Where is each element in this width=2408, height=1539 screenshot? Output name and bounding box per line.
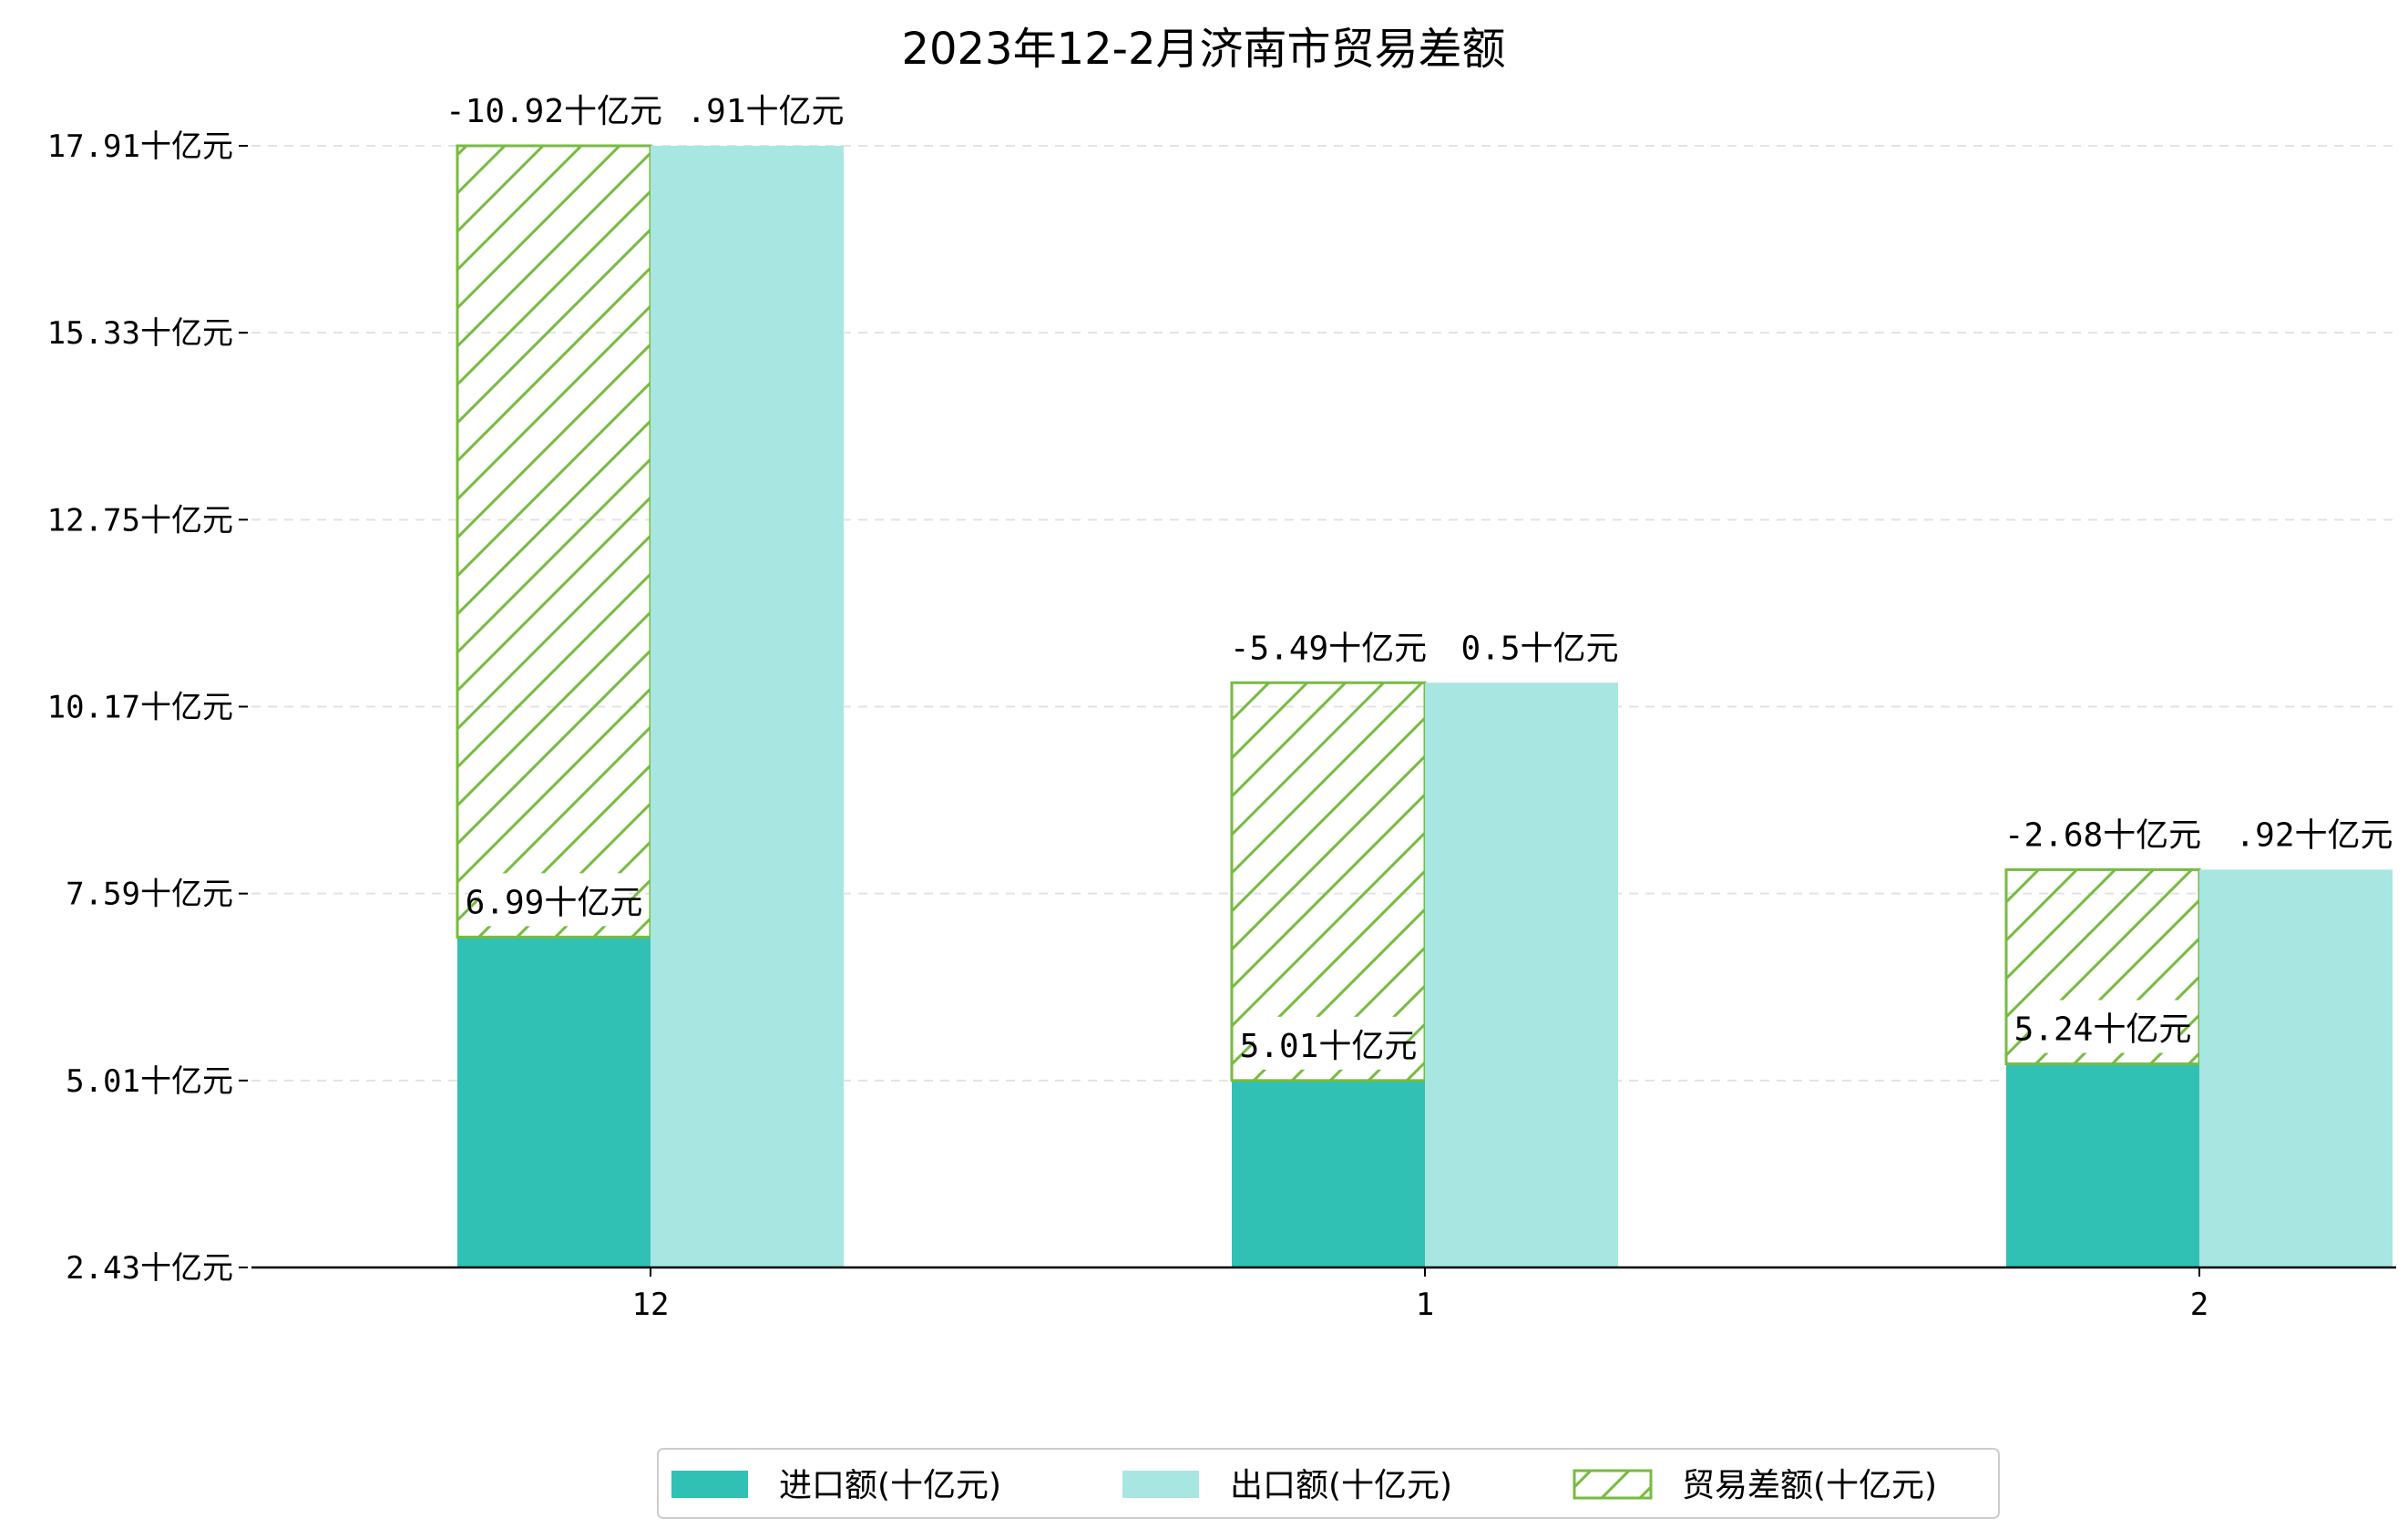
bars xyxy=(456,144,2393,1267)
import-bar xyxy=(1232,1080,1425,1267)
y-tick-label: 15.33十亿元 xyxy=(47,315,233,352)
export-bar xyxy=(651,146,844,1267)
y-tick-label: 5.01十亿元 xyxy=(66,1063,233,1100)
legend-box xyxy=(657,1448,2000,1519)
data-label: -2.68十亿元 xyxy=(2004,816,2201,854)
data-label-background xyxy=(2019,805,2187,859)
data-label: -10.92十亿元 xyxy=(446,93,662,130)
legend-swatch xyxy=(671,1471,748,1498)
legend-swatch xyxy=(1573,1469,1653,1500)
data-label-background xyxy=(2028,1000,2177,1053)
y-tick-label: 17.91十亿元 xyxy=(47,128,233,165)
legend-label: 进口额(十亿元) xyxy=(779,1467,1001,1504)
y-axis: 2.43十亿元 5.01十亿元 7.59十亿元 10.17十亿元 12.75十亿元 15.… xyxy=(47,128,248,1287)
data-label-background xyxy=(1474,619,1605,672)
x-axis: 12 1 2 xyxy=(632,1267,2208,1323)
data-label: 5.24十亿元 xyxy=(2014,1011,2192,1049)
data-label-background xyxy=(1254,1016,1403,1070)
import-bar xyxy=(2006,1063,2199,1267)
x-tick-label: 12 xyxy=(632,1287,670,1323)
export-bar xyxy=(1425,682,1618,1267)
y-tick-label: 10.17十亿元 xyxy=(47,690,233,726)
data-label-background xyxy=(700,82,831,135)
data-label-background xyxy=(2249,805,2380,859)
legend-label: 贸易差额(十亿元) xyxy=(1682,1467,1937,1504)
chart-title: 2023年12-2月济南市贸易差额 xyxy=(901,24,1505,75)
data-label-background xyxy=(479,873,629,927)
y-tick-label: 7.59十亿元 xyxy=(66,877,233,913)
legend: 进口额(十亿元) 出口额(十亿元) 贸易差额(十亿元) xyxy=(657,1448,2000,1519)
x-tick-label: 1 xyxy=(1416,1287,1434,1323)
data-label: 6.99十亿元 xyxy=(466,884,643,921)
data-label-background xyxy=(1245,619,1412,672)
data-label-background xyxy=(461,82,647,135)
data-label: .92十亿元 xyxy=(2235,816,2393,854)
balance-bar xyxy=(456,144,652,939)
data-label: .91十亿元 xyxy=(686,93,844,130)
data-label: 5.01十亿元 xyxy=(1240,1028,1418,1065)
data-labels: 6.99十亿元 -10.92十亿元 .91十亿元 5.01十亿元 -5.49十亿元 0.5… xyxy=(446,82,2393,1070)
data-label: 0.5十亿元 xyxy=(1460,630,1618,667)
data-label: -5.49十亿元 xyxy=(1230,630,1427,667)
legend-label: 出口额(十亿元) xyxy=(1230,1467,1452,1504)
import-bar xyxy=(457,937,651,1267)
y-tick-label: 2.43十亿元 xyxy=(66,1250,233,1287)
export-bar xyxy=(2199,869,2393,1267)
x-tick-label: 2 xyxy=(2190,1287,2208,1323)
y-tick-label: 12.75十亿元 xyxy=(47,502,233,539)
legend-swatch xyxy=(1122,1471,1199,1498)
